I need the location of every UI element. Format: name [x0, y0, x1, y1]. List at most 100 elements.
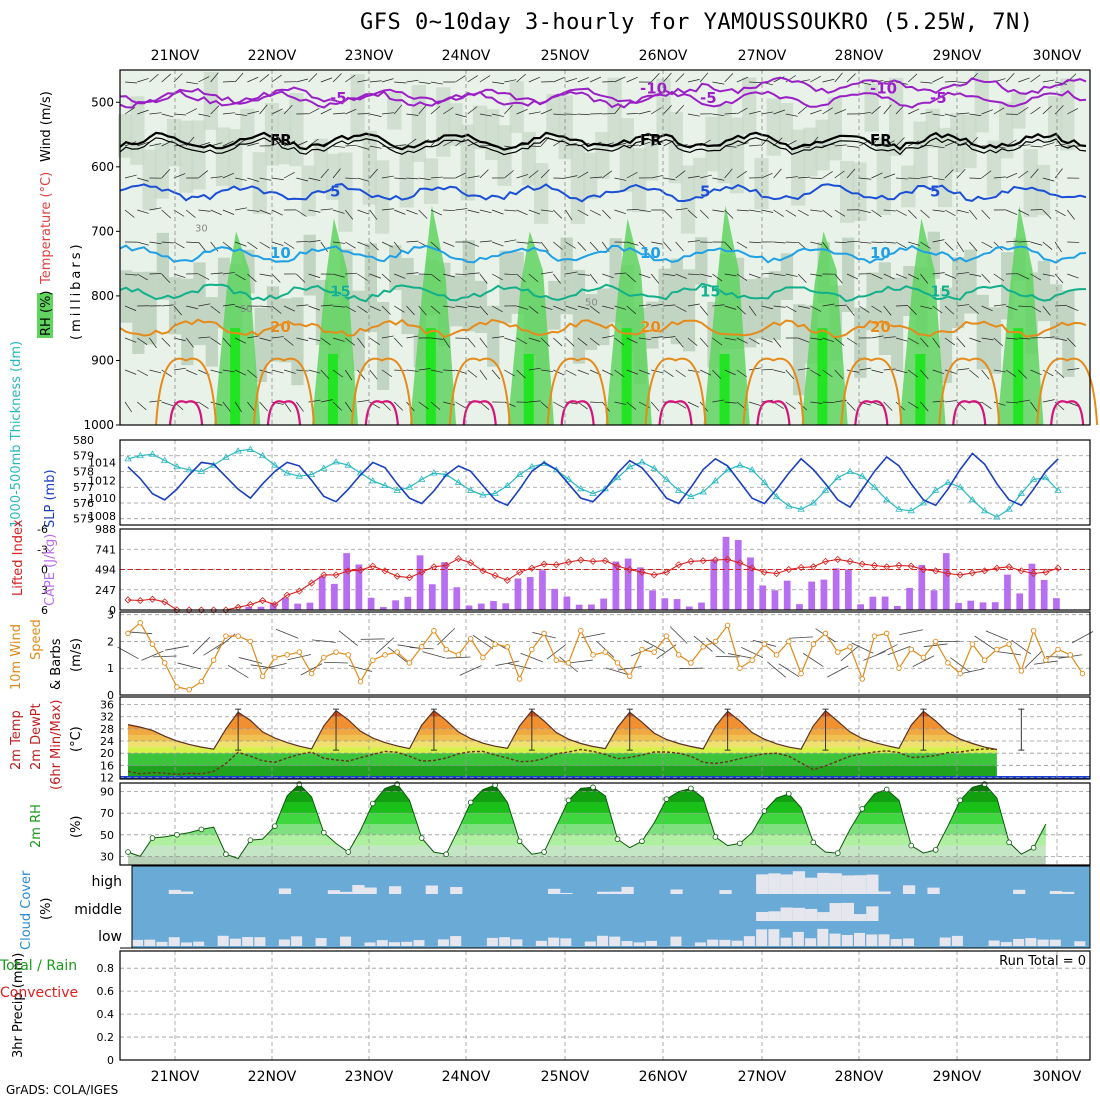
y-tick-label: 12 [100, 771, 114, 784]
wind-barb [822, 209, 833, 218]
wind-barb [198, 401, 209, 409]
wind-barb [1018, 170, 1029, 179]
wind-barb [1055, 304, 1068, 307]
rh-bright-core [719, 354, 730, 425]
thickness-marker [699, 488, 707, 495]
cape-bar [490, 601, 497, 610]
rh-band [128, 802, 1046, 814]
wind-barb [908, 108, 920, 115]
lifted-index-marker [687, 557, 695, 565]
temp-units: (°C) [69, 726, 84, 752]
wind-barb [712, 304, 725, 307]
cape-bar [612, 561, 620, 610]
rh-green-plume [311, 218, 359, 425]
lifted-index-marker [467, 559, 475, 567]
rh-shade [497, 125, 512, 186]
y-tick-label: 700 [91, 224, 114, 238]
wind-barb [626, 369, 639, 375]
wind-barb-10m [887, 645, 911, 656]
wind-barb [234, 72, 244, 83]
wind-speed-marker [908, 646, 914, 653]
wind-speed-marker [712, 638, 719, 645]
wind-barb [724, 73, 734, 83]
lifted-index-marker [736, 559, 744, 567]
rh-shade [644, 141, 659, 181]
wind-barb [1067, 305, 1079, 312]
thickness-marker [980, 507, 989, 514]
cloud-low-bar [486, 937, 498, 946]
wind-barb [137, 209, 149, 214]
wind-barb [700, 174, 712, 179]
rh-shade [387, 92, 402, 130]
wind-speed-marker [1030, 627, 1037, 634]
rh-shade [607, 77, 622, 148]
temperature-contour [119, 183, 1087, 203]
cape-bar [465, 605, 473, 610]
cloud-high-bar [168, 889, 181, 894]
wind-barb [797, 106, 808, 115]
lifted-index-marker [540, 560, 548, 568]
y-tick-label: 50 [100, 829, 114, 842]
wind-barb [712, 399, 725, 403]
wind-barb [357, 177, 370, 182]
ylabel-thickness: 1000-500mb Thickness (dm) [9, 341, 24, 528]
wind-barb [626, 305, 637, 315]
wind-barb [846, 240, 860, 243]
lifted-index-marker [246, 601, 254, 609]
wind-barb [173, 173, 186, 179]
cape-bar [575, 604, 583, 610]
wind-speed-marker [321, 654, 327, 661]
wind-barb [1030, 145, 1043, 148]
wind-barb [883, 305, 892, 316]
wind-barb [149, 369, 162, 374]
rh-shade [742, 77, 757, 135]
wind-barb [932, 113, 945, 117]
x-tick-label-bottom: 29NOV [933, 1069, 982, 1085]
lifted-index-marker [883, 563, 891, 571]
wind-barb [443, 401, 455, 406]
wind-barb [773, 273, 786, 277]
wind-barb [773, 305, 786, 308]
cape-bar [857, 604, 864, 610]
rh-bright-core [230, 328, 241, 425]
wind-barb-10m [789, 636, 814, 639]
wind-barb [1054, 81, 1067, 85]
wind-barb-10m [985, 630, 1009, 641]
wind-barb [161, 401, 174, 407]
wind-barb [785, 273, 798, 277]
wind-barb [700, 369, 712, 376]
wind-barb [455, 369, 467, 375]
wind-speed-marker [626, 673, 633, 680]
cloud-high-bar [854, 875, 867, 894]
wind-barb [956, 241, 965, 253]
cloud-low-bar [841, 934, 853, 946]
wind-barb-10m [177, 662, 201, 670]
ylabel-temperature: Temperature (°C) [39, 172, 54, 285]
wind-barb [736, 170, 747, 179]
lifted-index-marker [430, 563, 438, 571]
wind-barb [981, 209, 991, 220]
wind-barb [185, 209, 196, 218]
upper-air-units: (millibars) [69, 241, 84, 340]
wind-barb [345, 305, 356, 313]
rh-marker [467, 799, 474, 806]
wind-barb [320, 399, 333, 403]
rh-shade [1060, 78, 1075, 151]
wind-barb [541, 369, 554, 372]
wind-barb [247, 209, 260, 212]
lifted-index-marker [295, 587, 303, 595]
thickness-marker [515, 470, 524, 478]
lifted-index-marker [895, 561, 903, 570]
wind-barb [210, 337, 221, 345]
cloud-low-bar [756, 929, 768, 946]
wind-barb [871, 241, 884, 243]
rh-shade [1062, 290, 1075, 377]
wind-barb [614, 369, 625, 378]
rh-shade [203, 71, 218, 130]
wind-barb [944, 80, 957, 83]
wind-barb [736, 209, 749, 212]
wind-barb [222, 337, 232, 348]
cloud-low-bar [584, 941, 596, 946]
contour-label: -10 [640, 79, 667, 97]
